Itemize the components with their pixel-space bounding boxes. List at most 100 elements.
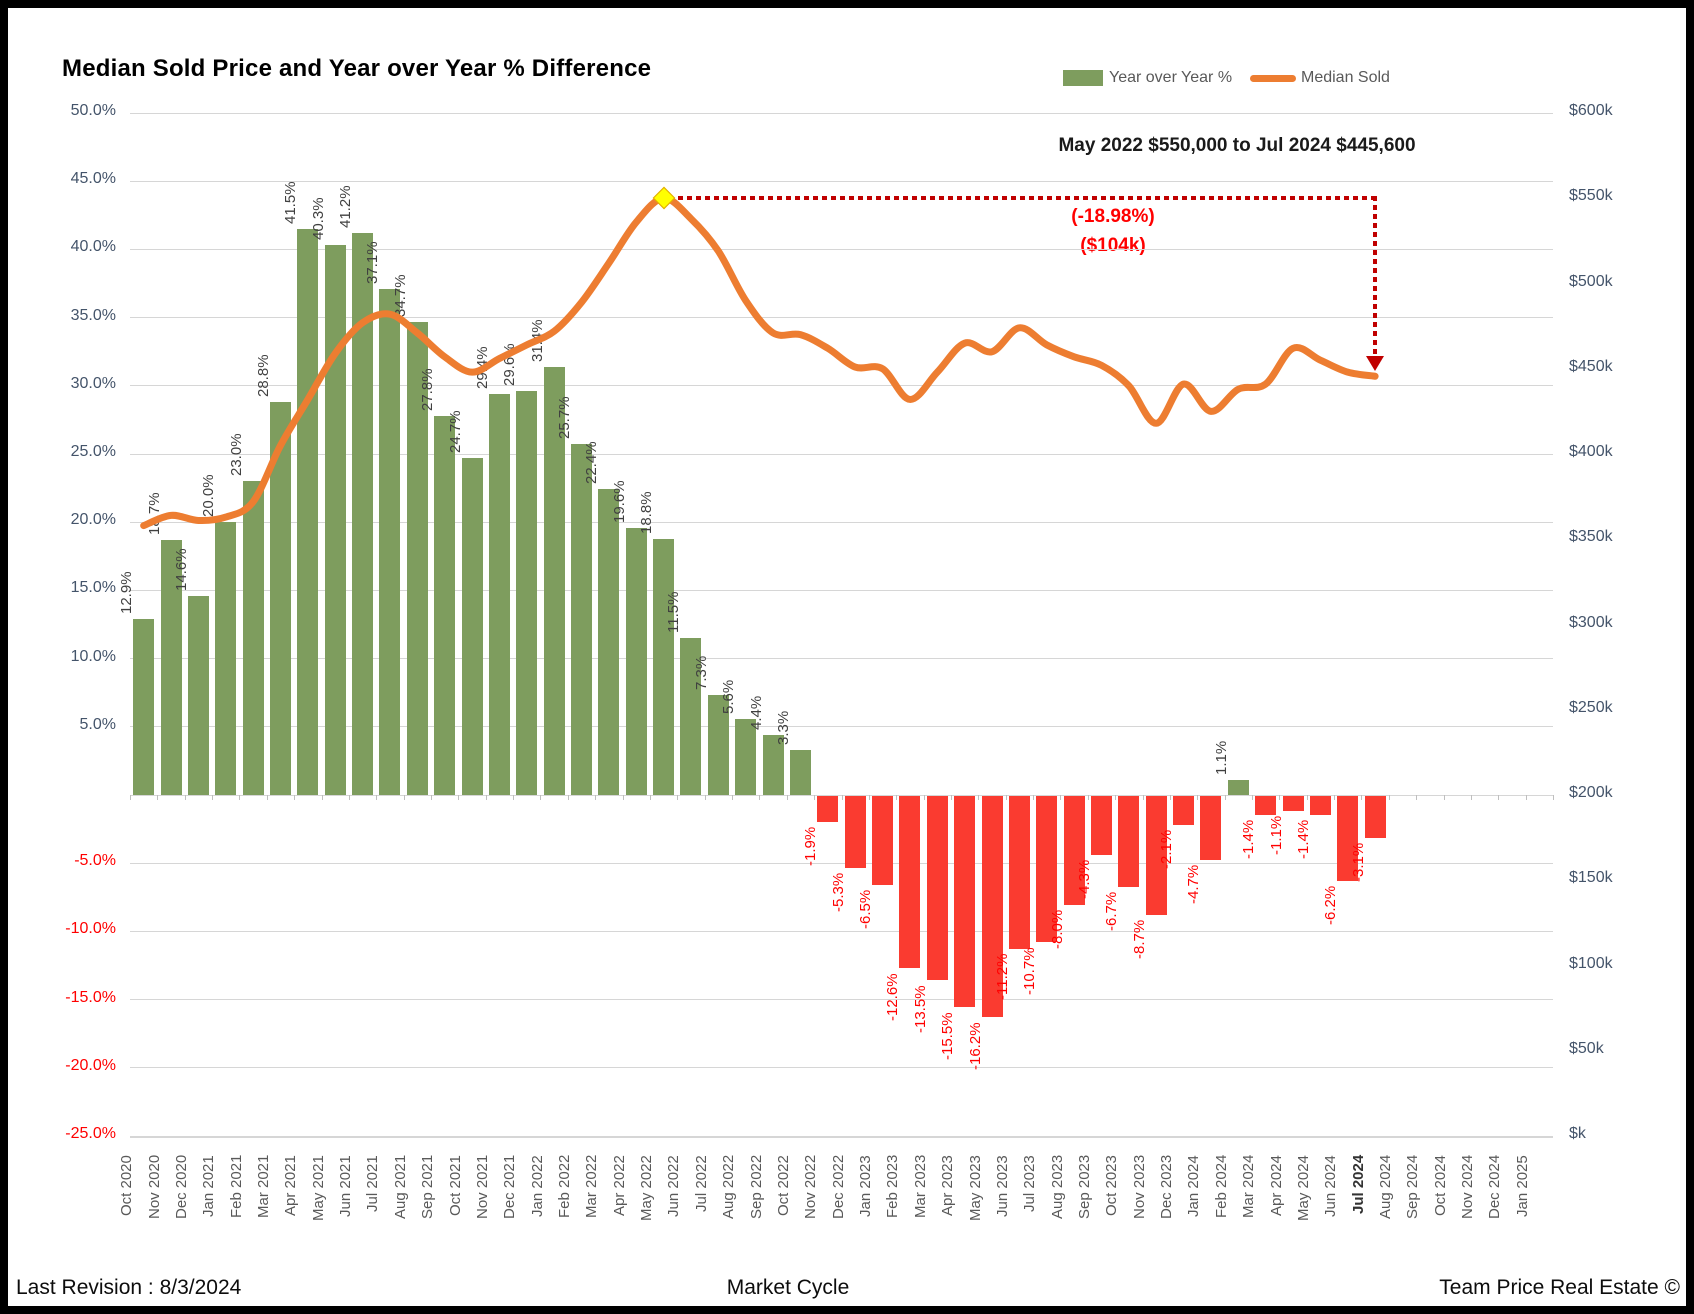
bar-value-label: 41.2% bbox=[337, 185, 355, 229]
yoy-bar bbox=[817, 796, 839, 822]
yoy-bar bbox=[187, 595, 209, 795]
x-axis-month-label: Jan 2021 bbox=[200, 1155, 218, 1217]
left-axis-tick-label: 30.0% bbox=[70, 374, 116, 392]
gridline bbox=[130, 1135, 1553, 1138]
yoy-bar bbox=[434, 415, 456, 795]
zero-axis-tick bbox=[1251, 795, 1253, 800]
zero-axis-tick bbox=[950, 795, 952, 800]
x-axis-month-label: May 2024 bbox=[1294, 1155, 1312, 1221]
yoy-bar bbox=[215, 522, 237, 795]
left-axis-tick-label: 25.0% bbox=[70, 443, 116, 460]
bar-value-label: -6.5% bbox=[857, 889, 875, 929]
zero-axis-tick bbox=[896, 795, 898, 800]
x-axis-month-label: Feb 2024 bbox=[1212, 1154, 1230, 1218]
bar-value-label: 37.1% bbox=[364, 241, 382, 284]
x-axis-month-label: Dec 2022 bbox=[829, 1154, 847, 1219]
x-axis-month-label: Jan 2024 bbox=[1185, 1155, 1203, 1217]
bar-value-label: 18.8% bbox=[638, 491, 656, 534]
bar-value-label: 24.7% bbox=[446, 410, 464, 454]
zero-axis-tick bbox=[376, 795, 378, 800]
yoy-bar bbox=[379, 288, 401, 795]
peak-marker-diamond-icon bbox=[652, 186, 675, 210]
yoy-bar bbox=[324, 245, 346, 795]
yoy-bar bbox=[899, 796, 921, 968]
yoy-bar bbox=[1337, 796, 1359, 881]
zero-axis-tick bbox=[1169, 795, 1171, 800]
zero-axis-tick bbox=[212, 795, 214, 800]
bar-value-label: -13.5% bbox=[911, 985, 929, 1034]
right-axis-tick-label: $500k bbox=[1569, 272, 1613, 290]
right-axis-tick-label: $450k bbox=[1569, 357, 1613, 375]
zero-axis-tick bbox=[868, 795, 870, 800]
x-axis-month-label: Dec 2020 bbox=[172, 1154, 190, 1219]
yoy-bar bbox=[762, 734, 784, 795]
bar-value-label: 20.0% bbox=[200, 474, 218, 518]
zero-axis-tick bbox=[184, 795, 186, 800]
zero-axis-tick bbox=[540, 795, 542, 800]
yoy-bar bbox=[1200, 796, 1222, 861]
x-axis-month-label: Sep 2022 bbox=[747, 1154, 765, 1219]
zero-axis-tick bbox=[1334, 795, 1336, 800]
yoy-bar bbox=[789, 749, 811, 795]
yoy-bar bbox=[1227, 779, 1249, 795]
zero-axis-tick bbox=[266, 795, 268, 800]
bar-value-label: 29.6% bbox=[501, 343, 519, 387]
right-axis-tick-label: $600k bbox=[1569, 102, 1613, 119]
zero-axis-tick bbox=[1224, 795, 1226, 800]
yoy-bar bbox=[1173, 796, 1195, 825]
bar-value-label: -15.5% bbox=[939, 1012, 957, 1061]
zero-axis-tick bbox=[1087, 795, 1089, 800]
bar-value-label: -16.2% bbox=[966, 1022, 984, 1070]
yoy-bar bbox=[1063, 796, 1085, 906]
yoy-bar bbox=[653, 538, 675, 795]
bar-value-label: 25.7% bbox=[556, 396, 574, 440]
bar-value-label: 34.7% bbox=[391, 274, 409, 317]
zero-axis-tick bbox=[458, 795, 460, 800]
gridline bbox=[130, 658, 1553, 660]
bar-value-label: -1.4% bbox=[1240, 819, 1258, 860]
market-cycle-text: Market Cycle bbox=[726, 1276, 850, 1299]
yoy-bar bbox=[872, 796, 894, 885]
zero-axis-tick bbox=[567, 795, 569, 800]
zero-axis-tick bbox=[1279, 795, 1281, 800]
zero-axis-tick bbox=[814, 795, 816, 800]
bar-value-label: 12.9% bbox=[118, 571, 136, 615]
zero-axis-tick bbox=[1416, 795, 1418, 800]
x-axis-month-label: Nov 2022 bbox=[802, 1154, 820, 1219]
zero-axis-tick bbox=[786, 795, 788, 800]
x-axis-month-label: Jun 2023 bbox=[993, 1155, 1011, 1217]
bar-value-label: 27.8% bbox=[419, 368, 437, 411]
yoy-bar bbox=[516, 391, 538, 795]
x-axis-month-label: Apr 2024 bbox=[1267, 1155, 1285, 1216]
x-axis-month-label: Dec 2021 bbox=[501, 1154, 519, 1219]
bar-value-label: 29.4% bbox=[473, 346, 491, 389]
x-axis-month-label: Mar 2024 bbox=[1240, 1154, 1258, 1218]
arrow-head-icon bbox=[1366, 356, 1385, 372]
x-axis-month-label: Feb 2021 bbox=[227, 1154, 245, 1218]
price-range-annotation: May 2022 $550,000 to Jul 2024 $445,600 bbox=[1058, 135, 1416, 156]
zero-axis-tick bbox=[431, 795, 433, 800]
legend: Year over Year % Median Sold bbox=[1063, 68, 1423, 90]
zero-axis-tick bbox=[1361, 795, 1363, 800]
bar-value-label: 18.7% bbox=[145, 492, 163, 535]
bar-value-label: -11.2% bbox=[993, 953, 1011, 1000]
right-axis-tick-label: $200k bbox=[1569, 784, 1613, 801]
left-axis-tick-label: 35.0% bbox=[70, 306, 116, 324]
zero-axis-tick bbox=[841, 795, 843, 800]
yoy-bar bbox=[1090, 796, 1112, 855]
x-axis-month-label: Apr 2022 bbox=[610, 1155, 628, 1216]
chart-plot-area: 50.0% 45.0% 40.0% 35.0% 30.0% 25.0% 20.0% 15.0%… bbox=[8, 8, 1686, 1268]
zero-axis-tick bbox=[704, 795, 706, 800]
yoy-bar bbox=[461, 458, 483, 795]
chart-title: Median Sold Price and Year over Year % D… bbox=[62, 55, 652, 82]
zero-axis-tick bbox=[1388, 795, 1390, 800]
yoy-bar bbox=[1118, 796, 1140, 888]
left-axis-tick-label: 40.0% bbox=[70, 238, 116, 256]
zero-axis-tick bbox=[1033, 795, 1035, 800]
bar-value-label: 19.6% bbox=[610, 480, 628, 523]
x-axis-month-label: Jul 2021 bbox=[364, 1155, 382, 1212]
zero-axis-tick bbox=[294, 795, 296, 800]
yoy-bar bbox=[1364, 796, 1386, 839]
x-axis-month-label: Jul 2024 bbox=[1349, 1154, 1367, 1214]
